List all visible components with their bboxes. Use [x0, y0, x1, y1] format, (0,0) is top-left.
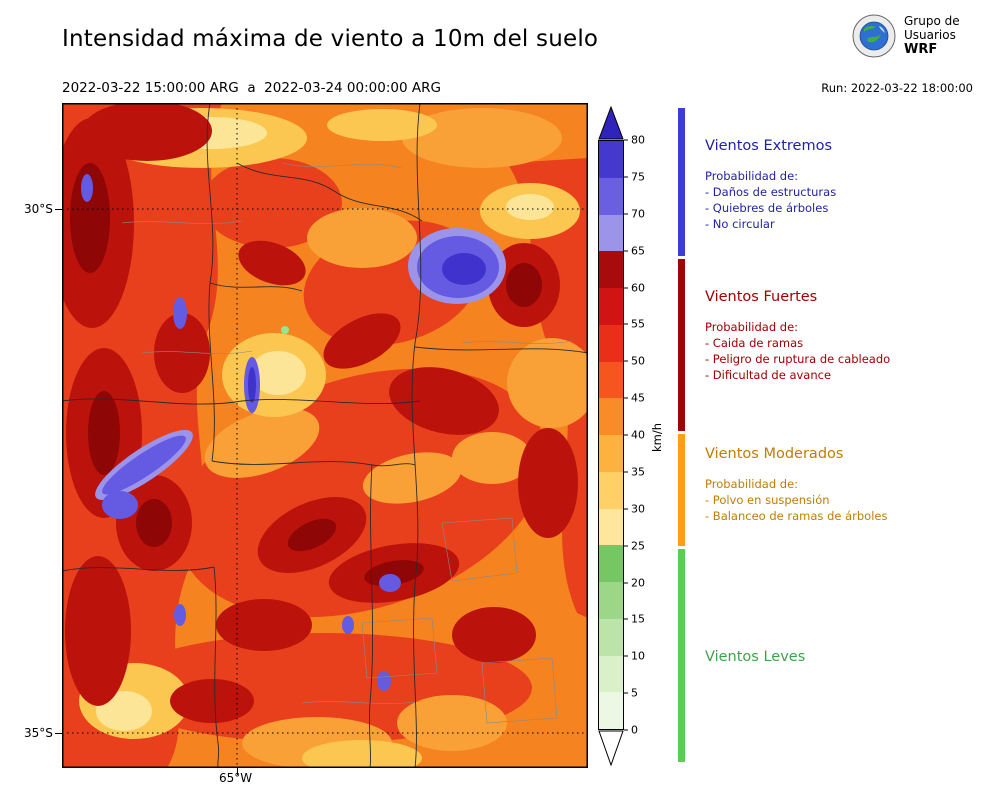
logo-line-3: WRF	[904, 42, 938, 58]
legend-item: - Balanceo de ramas de árboles	[705, 509, 888, 523]
legend-section-leves: Vientos Leves	[705, 649, 805, 665]
legend-section-extremos: Vientos Extremos Probabilidad de: - Daño…	[705, 138, 836, 232]
colorbar-over-arrow	[598, 106, 624, 140]
legend-item: - Daños de estructuras	[705, 185, 837, 199]
colorbar-segment	[599, 435, 623, 472]
colorbar-tick: 60	[624, 281, 645, 294]
department-borders	[121, 162, 573, 724]
legend-item: - No circular	[705, 217, 775, 231]
graticule-gridlines	[62, 103, 588, 768]
legend-item: - Caida de ramas	[705, 336, 804, 350]
colorbar-tick: 0	[624, 724, 638, 737]
legend-title: Vientos Leves	[705, 649, 806, 665]
moderate-wind-areas	[204, 108, 588, 768]
colorbar-segment	[599, 141, 623, 178]
lat-label-35s: 35°S	[24, 726, 53, 740]
legend-probabilities: Probabilidad de: - Daños de estructuras …	[705, 168, 836, 232]
colorbar-tick: 80	[624, 134, 645, 147]
logo-line-2: Usuarios	[904, 28, 956, 43]
legend-item: - Polvo en suspensión	[705, 493, 830, 507]
forecast-period: 2022-03-22 15:00:00 ARG a 2022-03-24 00:…	[62, 80, 441, 96]
colorbar-segment	[599, 471, 623, 509]
legend-bar-moderados	[678, 434, 685, 546]
legend-bar-fuertes	[678, 259, 685, 431]
colorbar-segment	[599, 692, 623, 729]
colorbar-tick: 75	[624, 170, 645, 183]
colorbar-segment	[599, 398, 623, 435]
legend-item: - Quiebres de árboles	[705, 201, 829, 215]
colorbar-tick: 35	[624, 465, 645, 478]
wrf-users-group-logo: Grupo de Usuarios WRF	[852, 14, 960, 58]
colorbar-unit-label: km/h	[650, 422, 664, 452]
colorbar-under-arrow	[598, 730, 624, 767]
colorbar-tick: 70	[624, 207, 645, 220]
lat-label-30s: 30°S	[24, 202, 53, 216]
model-run-label: Run: 2022-03-22 18:00:00	[821, 81, 973, 95]
colorbar-tick: 5	[624, 687, 638, 700]
colorbar-segment	[599, 361, 623, 399]
colorbar-tick: 20	[624, 576, 645, 589]
calm-speck	[281, 326, 289, 334]
globe-logo-icon	[852, 14, 896, 58]
extreme-wind-areas	[81, 174, 506, 691]
colorbar: 80 75 70 65 60 55 50 45 40 35 30 25 20 15 10 5 0	[598, 106, 673, 767]
colorbar-tick: 50	[624, 355, 645, 368]
colorbar-segment	[599, 288, 623, 325]
legend-bar-leves	[678, 549, 685, 762]
legend-title: Vientos Moderados	[705, 446, 844, 462]
legend-title: Vientos Fuertes	[705, 289, 818, 305]
colorbar-tick: 30	[624, 502, 645, 515]
legend-prob-header: Probabilidad de:	[705, 320, 799, 334]
colorbar-segment	[599, 582, 623, 619]
page-title: Intensidad máxima de viento a 10m del su…	[62, 26, 599, 52]
map-border	[62, 103, 588, 768]
lon-label-65w: 65°W	[219, 771, 253, 785]
colorbar-segment	[599, 251, 623, 288]
logo-line-1: Grupo de	[904, 14, 960, 29]
colorbar-tick: 25	[624, 539, 645, 552]
logo-text: Grupo de Usuarios WRF	[904, 14, 960, 58]
colorbar-segment	[599, 655, 623, 693]
colorbar-tick: 65	[624, 244, 645, 257]
colorbar-tick: 15	[624, 613, 645, 626]
legend-section-fuertes: Vientos Fuertes Probabilidad de: - Caida…	[705, 289, 890, 383]
legend-item: - Peligro de ruptura de cableado	[705, 352, 891, 366]
colorbar-tick: 55	[624, 318, 645, 331]
legend-prob-header: Probabilidad de:	[705, 477, 799, 491]
wind-intensity-map	[62, 103, 588, 768]
province-borders	[62, 103, 588, 768]
colorbar-segment	[599, 545, 623, 582]
colorbar-segments	[598, 140, 624, 730]
lon-tick-65w	[237, 768, 238, 775]
colorbar-segment	[599, 508, 623, 546]
colorbar-tick: 45	[624, 392, 645, 405]
legend-title: Vientos Extremos	[705, 138, 833, 154]
legend-probabilities: Probabilidad de: - Polvo en suspensión -…	[705, 476, 887, 524]
legend-probabilities: Probabilidad de: - Caida de ramas - Peli…	[705, 319, 890, 383]
colorbar-segment	[599, 214, 623, 252]
colorbar-segment	[599, 324, 623, 362]
lat-tick-35s	[55, 733, 62, 734]
lat-tick-30s	[55, 209, 62, 210]
legend-item: - Dificultad de avance	[705, 368, 832, 382]
colorbar-segment	[599, 618, 623, 656]
legend-prob-header: Probabilidad de:	[705, 169, 799, 183]
colorbar-tick: 40	[624, 429, 645, 442]
legend-section-moderados: Vientos Moderados Probabilidad de: - Pol…	[705, 446, 887, 524]
colorbar-segment	[599, 177, 623, 215]
colorbar-tick: 10	[624, 650, 645, 663]
severe-wind-cores	[70, 163, 542, 586]
legend-bar-extremos	[678, 108, 685, 256]
